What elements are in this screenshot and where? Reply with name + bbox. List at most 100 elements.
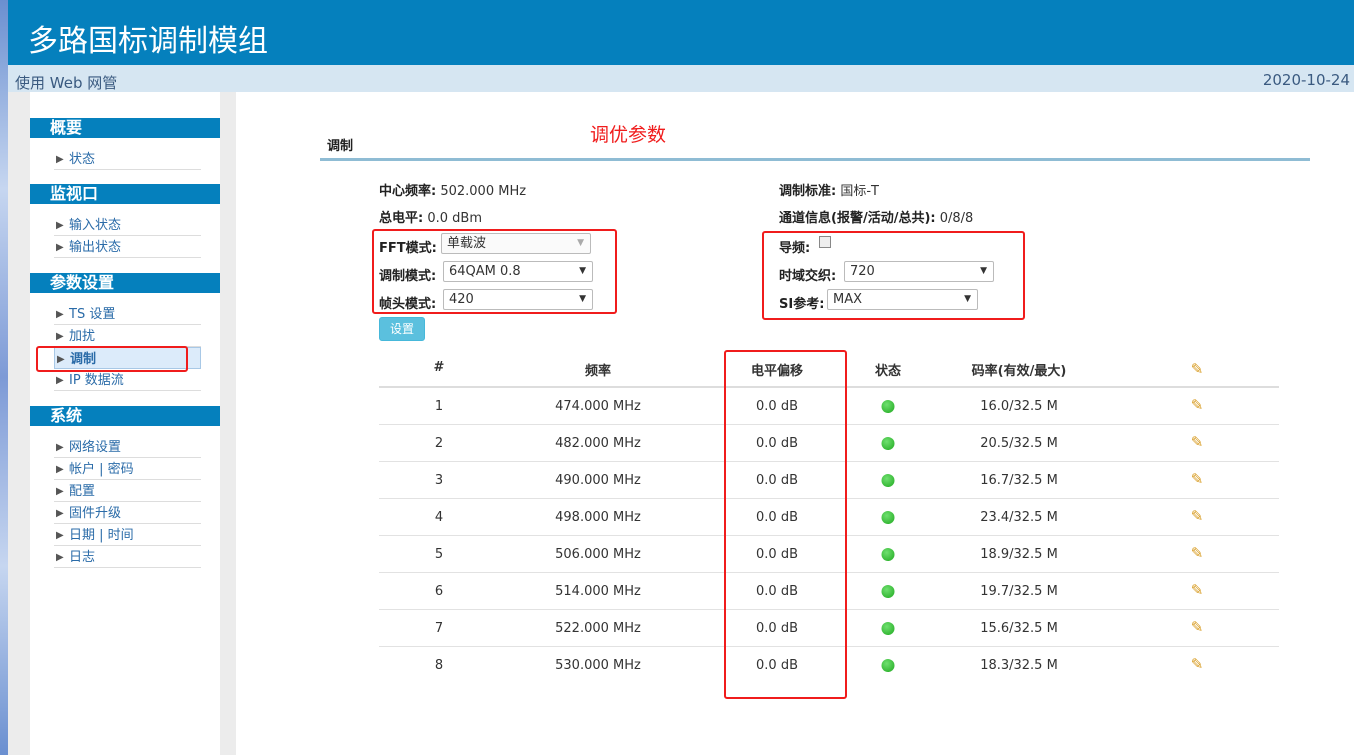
cell-index: 3	[434, 473, 444, 488]
cell-index: 6	[434, 584, 444, 599]
status-ok-icon	[881, 511, 895, 524]
sidebar-item[interactable]: ▶ 加扰	[54, 325, 201, 347]
interleave-label: 时域交织:	[779, 269, 837, 284]
channel-info-label: 通道信息(报警/活动/总共):	[779, 211, 936, 226]
date: 2020-10-24	[1262, 71, 1350, 89]
annotation-box-right	[762, 231, 1025, 320]
section-divider	[320, 158, 1310, 161]
sidebar-item-label: 配置	[69, 484, 96, 499]
edit-pencil-icon[interactable]: ✎	[1190, 655, 1204, 673]
set-button[interactable]: 设置	[379, 317, 425, 341]
mod-mode-value: 64QAM 0.8	[449, 264, 521, 279]
standard-label: 调制标准:	[779, 184, 837, 199]
edit-all-icon[interactable]: ✎	[1190, 360, 1204, 378]
sidebar-item[interactable]: ▶ IP 数据流	[54, 369, 201, 391]
fft-mode-select[interactable]: 单载波 ▼	[441, 233, 591, 254]
desktop-edge	[0, 0, 8, 755]
cell-level: 0.0 dB	[756, 584, 798, 599]
pilot-checkbox[interactable]	[819, 236, 831, 248]
sidebar-item-label: 帐户 | 密码	[69, 462, 134, 477]
sidebar-section-title: 参数设置	[30, 273, 220, 293]
channel-info-value: 0/8/8	[939, 211, 974, 226]
fft-mode-value: 单载波	[447, 236, 487, 251]
frame-mode-select[interactable]: 420 ▼	[443, 289, 593, 310]
col-header-status: 状态	[874, 364, 902, 379]
triangle-right-icon: ▶	[56, 486, 64, 497]
table-header-divider	[379, 386, 1279, 388]
sidebar-item-label: 日期 | 时间	[69, 528, 134, 543]
status-ok-icon	[881, 474, 895, 487]
row-divider	[379, 498, 1279, 499]
sidebar-item[interactable]: ▶ 网络设置	[54, 436, 201, 458]
cell-rate: 18.9/32.5 M	[980, 547, 1058, 562]
chevron-down-icon: ▼	[579, 266, 586, 276]
sidebar-item-label: 状态	[69, 152, 96, 167]
chevron-down-icon: ▼	[579, 294, 586, 304]
sidebar-item-label: 网络设置	[69, 440, 122, 455]
app-header: 多路国标调制模组	[8, 0, 1354, 65]
edit-pencil-icon[interactable]: ✎	[1190, 544, 1204, 562]
si-ref-select[interactable]: MAX ▼	[827, 289, 978, 310]
cell-index: 7	[434, 621, 444, 636]
cell-rate: 19.7/32.5 M	[980, 584, 1058, 599]
section-title: 调制	[327, 139, 354, 154]
row-divider	[379, 535, 1279, 536]
cell-freq: 498.000 MHz	[555, 510, 641, 525]
total-level-value: 0.0 dBm	[427, 211, 482, 226]
col-header-rate: 码率(有效/最大)	[971, 364, 1067, 379]
standard-value: 国标-T	[840, 184, 879, 199]
mod-mode-label: 调制模式:	[379, 269, 437, 284]
edit-pencil-icon[interactable]: ✎	[1190, 507, 1204, 525]
cell-freq: 530.000 MHz	[555, 658, 641, 673]
annotation-box-left	[372, 229, 617, 314]
cell-rate: 20.5/32.5 M	[980, 436, 1058, 451]
sidebar-item[interactable]: ▶ 输入状态	[54, 214, 201, 236]
sub-header: 使用 Web 网管 2020-10-24	[8, 65, 1354, 92]
sidebar-item-label: 日志	[69, 550, 96, 565]
sidebar-item[interactable]: ▶ 日志	[54, 546, 201, 568]
app-title: 多路国标调制模组	[28, 24, 268, 59]
row-divider	[379, 424, 1279, 425]
sidebar-item[interactable]: ▶ 日期 | 时间	[54, 524, 201, 546]
triangle-right-icon: ▶	[56, 154, 64, 165]
sidebar-item[interactable]: ▶ 输出状态	[54, 236, 201, 258]
cell-rate: 18.3/32.5 M	[980, 658, 1058, 673]
edit-pencil-icon[interactable]: ✎	[1190, 396, 1204, 414]
sidebar-item-label: IP 数据流	[69, 373, 124, 388]
cell-index: 8	[434, 658, 444, 673]
cell-level: 0.0 dB	[756, 473, 798, 488]
sidebar-item-label: 固件升级	[69, 506, 122, 521]
sidebar-item[interactable]: ▶ 配置	[54, 480, 201, 502]
cell-index: 1	[434, 399, 444, 414]
col-header-level: 电平偏移	[750, 364, 804, 379]
annotation-box-level	[724, 350, 847, 699]
main-panel	[236, 92, 1354, 755]
edit-pencil-icon[interactable]: ✎	[1190, 581, 1204, 599]
cell-freq: 506.000 MHz	[555, 547, 641, 562]
status-ok-icon	[881, 548, 895, 561]
sidebar-item[interactable]: ▶ TS 设置	[54, 303, 201, 325]
triangle-right-icon: ▶	[56, 220, 64, 231]
sidebar-item[interactable]: ▶ 固件升级	[54, 502, 201, 524]
edit-pencil-icon[interactable]: ✎	[1190, 433, 1204, 451]
cell-level: 0.0 dB	[756, 547, 798, 562]
status-ok-icon	[881, 437, 895, 450]
triangle-right-icon: ▶	[56, 242, 64, 253]
sidebar-item[interactable]: ▶ 状态	[54, 148, 201, 170]
mod-mode-select[interactable]: 64QAM 0.8 ▼	[443, 261, 593, 282]
subtitle: 使用 Web 网管	[15, 74, 118, 92]
annotation-box-sidebar	[36, 346, 188, 372]
status-ok-icon	[881, 400, 895, 413]
edit-pencil-icon[interactable]: ✎	[1190, 470, 1204, 488]
edit-pencil-icon[interactable]: ✎	[1190, 618, 1204, 636]
sidebar-item[interactable]: ▶ 帐户 | 密码	[54, 458, 201, 480]
frame-mode-label: 帧头模式:	[379, 297, 437, 312]
cell-freq: 482.000 MHz	[555, 436, 641, 451]
cell-rate: 15.6/32.5 M	[980, 621, 1058, 636]
interleave-select[interactable]: 720 ▼	[844, 261, 994, 282]
cell-rate: 16.0/32.5 M	[980, 399, 1058, 414]
triangle-right-icon: ▶	[56, 464, 64, 475]
sidebar-section-title: 监视口	[30, 184, 220, 204]
si-ref-label: SI参考:	[779, 297, 825, 312]
sidebar: 概要 ▶ 状态 监视口 ▶ 输入状态 ▶ 输出状态 参数设置 ▶ TS 设置 ▶ 加扰 ▶ 调制 ▶ IP 数据…	[30, 92, 220, 755]
